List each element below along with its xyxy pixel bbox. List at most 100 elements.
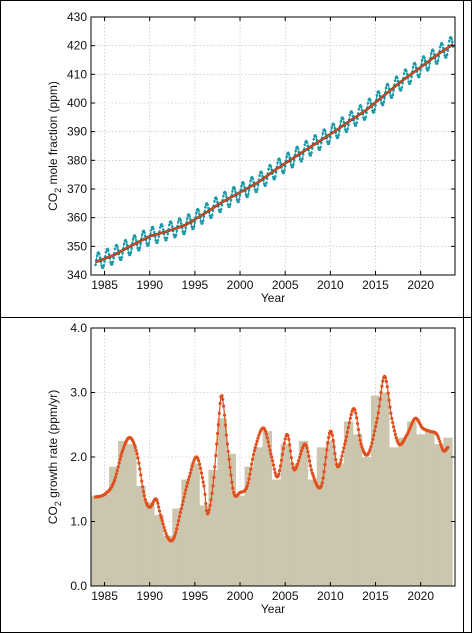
growth-rate-point	[359, 442, 363, 446]
growth-rate-point	[175, 527, 179, 531]
plot-frame	[90, 16, 456, 276]
growth-rate-point	[353, 408, 357, 412]
growth-rate-point	[230, 480, 234, 484]
growth-rate-point	[231, 486, 235, 490]
growth-rate-point	[181, 499, 185, 503]
growth-rate-point	[114, 472, 118, 476]
growth-rate-point	[201, 480, 205, 484]
growth-rate-point	[375, 416, 379, 420]
growth-rate-point	[305, 446, 309, 450]
growth-rate-point	[158, 513, 163, 517]
annual-bar	[127, 444, 137, 586]
monthly-line	[94, 36, 454, 269]
growth-rate-point	[190, 464, 194, 468]
growth-rate-point	[140, 479, 144, 483]
growth-rate-point	[338, 461, 342, 465]
growth-rate-point	[283, 437, 287, 441]
y-tick-label: 430	[67, 10, 87, 24]
growth-rate-point	[164, 531, 168, 536]
x-tick-label: 2005	[272, 589, 299, 603]
annual-bar	[334, 463, 345, 586]
growth-rate-point	[186, 481, 190, 485]
growth-rate-point	[250, 462, 254, 466]
growth-rate-point	[333, 452, 337, 456]
growth-rate-point	[304, 443, 308, 447]
annual-bar	[118, 440, 128, 586]
growth-rate-point	[215, 442, 219, 446]
growth-rate-point	[341, 450, 345, 454]
annual-bar	[298, 440, 309, 586]
growth-rate-point	[188, 471, 192, 475]
y-tick-label: 4.0	[70, 321, 87, 335]
x-tick-label: 2000	[227, 589, 254, 603]
growth-rate-point	[115, 468, 119, 473]
growth-rate-point	[225, 442, 229, 446]
growth-rate-point	[391, 420, 395, 425]
growth-rate-curve	[93, 374, 450, 543]
growth-rate-point	[198, 466, 203, 470]
y-axis-label-subscript: 2	[53, 188, 63, 193]
x-tick-label: 2010	[317, 278, 344, 292]
growth-rate-point	[296, 462, 300, 466]
growth-rate-point	[308, 459, 312, 463]
growth-rate-point	[344, 435, 349, 439]
monthly-series	[94, 35, 455, 270]
growth-rate-point	[288, 449, 293, 453]
growth-rate-point	[133, 445, 137, 449]
growth-rate-point	[177, 514, 182, 519]
growth-rate-point	[249, 467, 253, 471]
growth-rate-point	[254, 442, 258, 446]
growth-rate-point	[176, 523, 180, 527]
x-tick-label: 1985	[91, 278, 118, 292]
y-axis-label: CO2 mole fraction (ppm)	[46, 81, 63, 211]
growth-rate-point	[135, 452, 139, 456]
growth-rate-point	[208, 503, 212, 508]
growth-rate-point	[197, 459, 201, 463]
growth-rate-point	[346, 425, 350, 430]
growth-rate-point	[356, 427, 361, 432]
growth-rate-point	[157, 509, 162, 513]
annual-bar	[307, 479, 318, 586]
growth-rate-point	[369, 445, 373, 449]
annual-bar	[253, 447, 264, 586]
y-tick-label: 420	[67, 39, 87, 53]
growth-rate-point	[340, 454, 344, 458]
growth-rate-point	[439, 442, 443, 446]
growth-rate-point	[222, 413, 227, 417]
growth-rate-point	[121, 448, 125, 453]
annual-bar	[208, 469, 218, 586]
growth-rate-point	[324, 455, 328, 459]
growth-rate-point	[191, 461, 195, 465]
growth-rate-point	[215, 431, 220, 436]
growth-rate-point	[212, 475, 216, 479]
growth-rate-point	[142, 494, 146, 498]
growth-rate-point	[221, 397, 225, 401]
y-tick-label: 350	[67, 239, 87, 253]
growth-rate-point	[392, 429, 397, 433]
growth-rate-point	[374, 420, 379, 424]
growth-rate-point	[379, 390, 383, 395]
growth-rate-point	[344, 439, 348, 443]
x-axis-label: Year	[261, 291, 285, 305]
x-tick-label: 2015	[362, 278, 389, 292]
growth-rate-point	[355, 416, 359, 420]
growth-rate-point	[343, 442, 347, 446]
growth-rate-point	[388, 405, 392, 409]
growth-rate-point	[383, 376, 388, 380]
growth-rate-point	[354, 411, 358, 415]
growth-rate-point	[299, 449, 304, 453]
growth-rate-point	[367, 450, 371, 454]
growth-rate-point	[253, 445, 257, 450]
growth-rate-point	[271, 463, 276, 467]
growth-rate-point	[186, 477, 191, 482]
co2-mole-fraction-chart: 1985 1990 1995 2000 2005 2010 2015 2020 340 350 36…	[46, 10, 456, 305]
growth-rate-point	[187, 474, 192, 479]
growth-rate-point	[393, 432, 397, 437]
growth-rate-point	[371, 437, 375, 441]
growth-rate-point	[160, 519, 164, 523]
x-tick-label: 2010	[317, 589, 344, 603]
growth-rate-point	[270, 455, 274, 459]
growth-rate-point	[373, 429, 377, 433]
growth-rate-point	[248, 472, 252, 476]
